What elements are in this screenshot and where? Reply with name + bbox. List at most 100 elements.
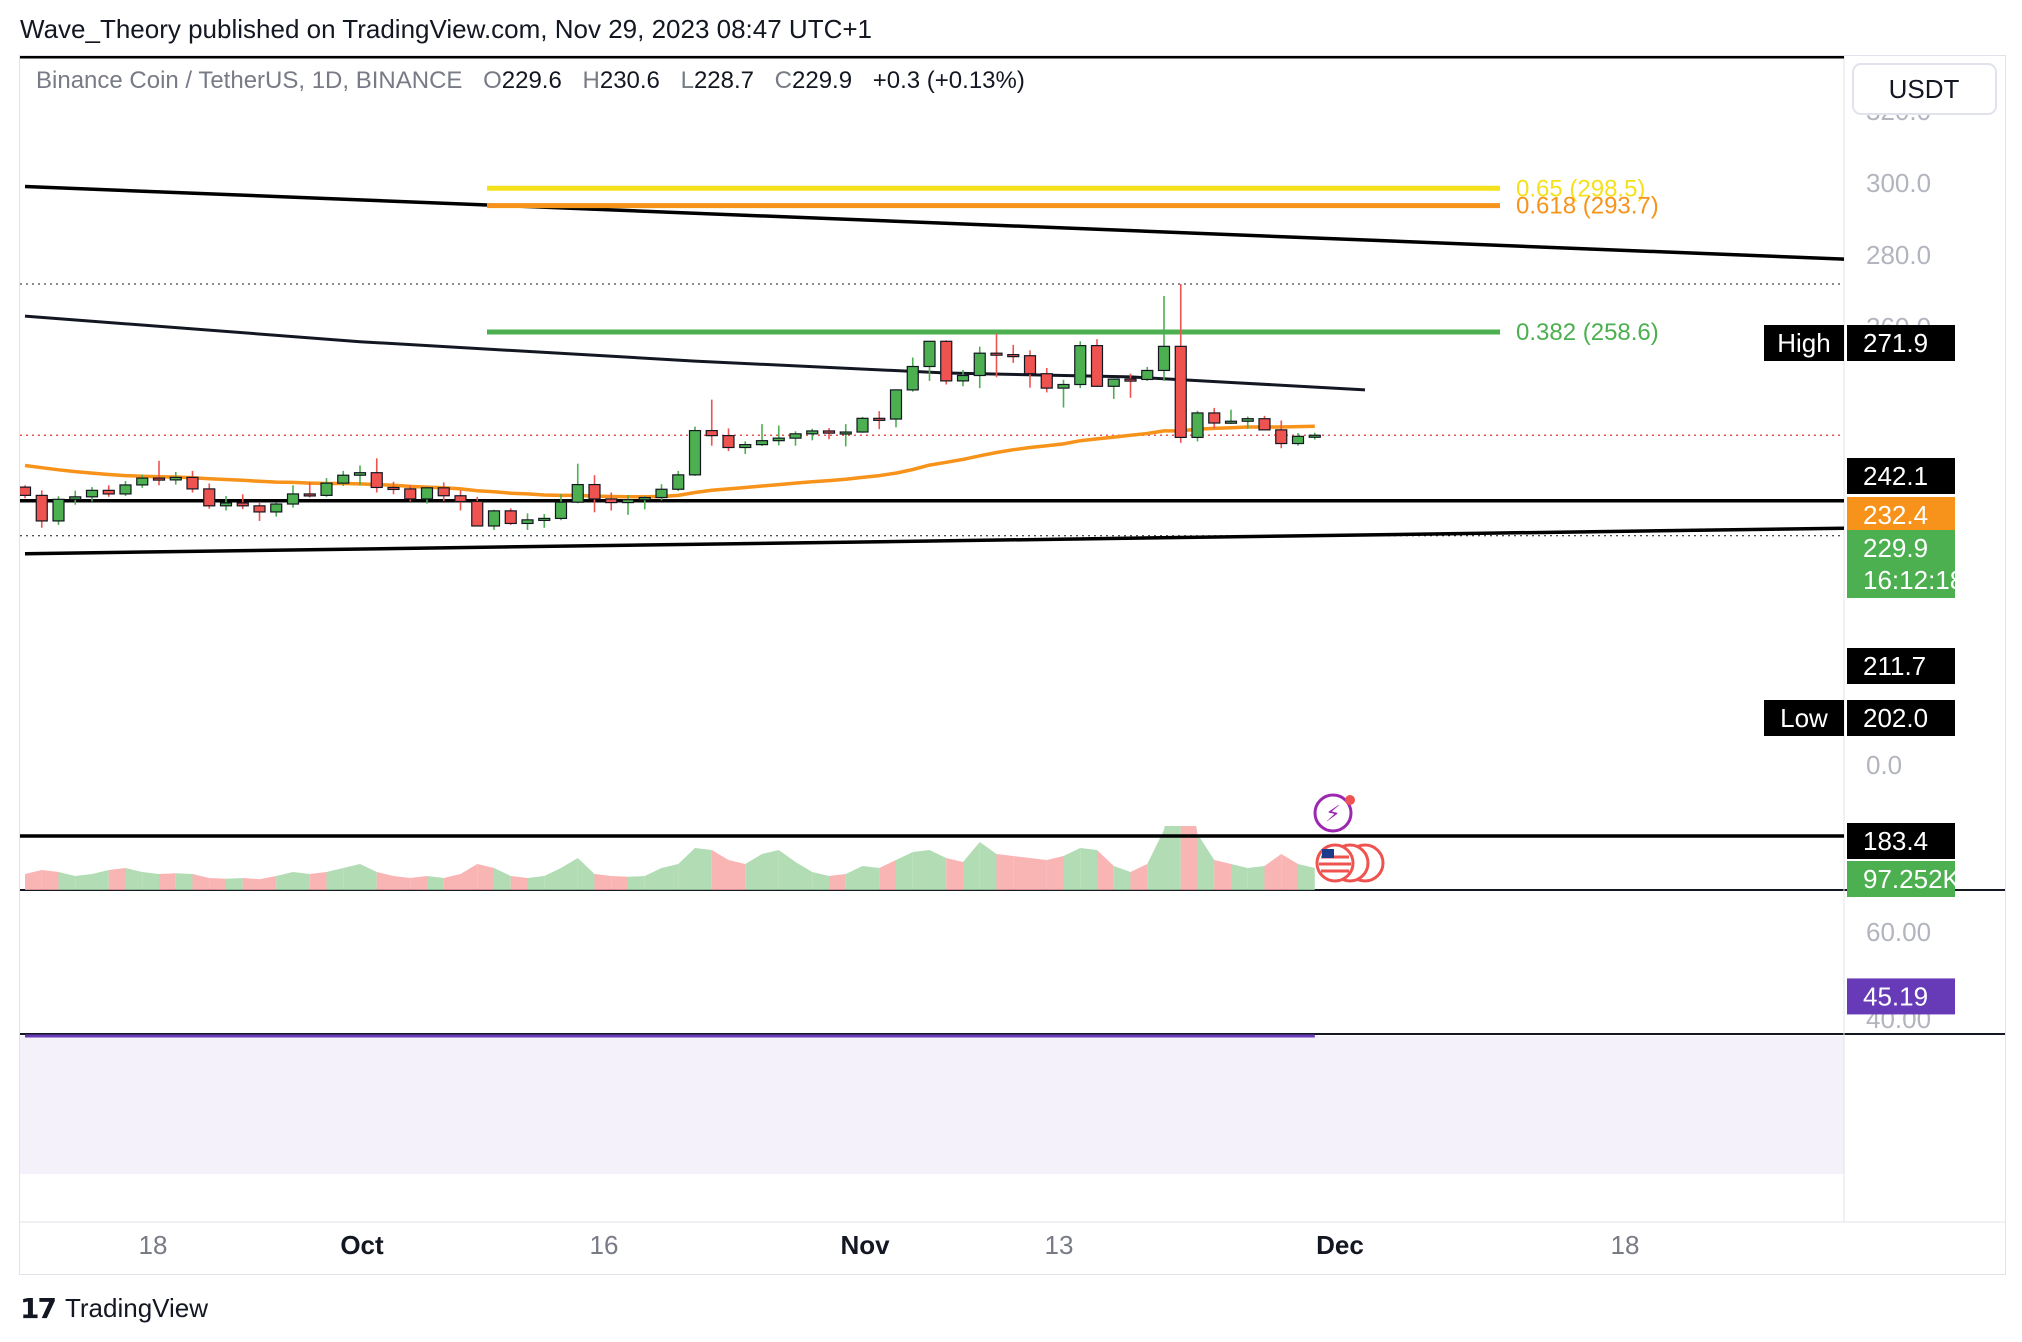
price-pane <box>20 56 1844 838</box>
earnings-event-icon[interactable] <box>1313 793 1353 833</box>
price-badge-value: 183.4 <box>1863 826 1928 856</box>
price-badge-value: 229.9 <box>1863 533 1928 563</box>
price-badge-bg <box>1847 648 1955 684</box>
candle-body <box>605 498 618 504</box>
candle-body <box>1224 420 1238 424</box>
macd-histogram-bar <box>822 764 836 766</box>
time-tick-label: 13 <box>1045 1230 1074 1260</box>
legend-high: 230.6 <box>600 67 660 94</box>
macd-histogram-bar <box>1308 765 1322 767</box>
price-badge-label: High <box>1777 328 1830 358</box>
candle-body <box>739 444 752 449</box>
price-badge-value: 211.7 <box>1863 651 1926 681</box>
candle-body <box>270 503 283 513</box>
volume-area-segment <box>443 874 461 890</box>
macd-histogram-bar <box>839 764 853 766</box>
macd-histogram-bar <box>85 765 99 767</box>
volume-area-segment <box>309 872 327 890</box>
events-icons[interactable]: ⚡ <box>1313 793 1385 883</box>
candle-body <box>571 483 584 503</box>
macd-histogram-bar <box>437 765 451 767</box>
volume-area-segment <box>494 868 511 890</box>
candle-body <box>119 484 132 495</box>
candle-body <box>1057 383 1070 389</box>
fib-labels: 0.65 (298.5)0.618 (293.7) 0.382 (258.6) <box>1516 175 1659 346</box>
currency-button[interactable]: USDT <box>1852 63 1997 115</box>
candle-body <box>1040 373 1053 389</box>
price-badge-value: 232.4 <box>1863 500 1928 530</box>
macd-histogram-bar <box>923 763 937 765</box>
volume-area-segment <box>276 872 293 890</box>
macd-histogram-bar <box>1258 765 1272 767</box>
tradingview-logo[interactable]: 17 TradingView <box>20 1290 208 1326</box>
volume-area-segment <box>745 854 762 890</box>
volume-area-segment <box>393 876 411 890</box>
price-badge-value: 271.9 <box>1863 328 1928 358</box>
volume-area-segment <box>376 872 394 890</box>
candle-body <box>169 476 182 481</box>
candle-body <box>1157 345 1171 372</box>
macd-histogram-bar <box>571 765 585 767</box>
macd-histogram-bar <box>470 765 484 767</box>
macd-histogram-bar <box>856 764 870 766</box>
macd-histogram-bar <box>621 765 635 767</box>
volume-area-segment <box>477 864 494 890</box>
volume-area-segment <box>661 864 679 890</box>
macd-histogram-bar <box>186 765 200 767</box>
volume-area-segment <box>259 876 277 890</box>
chart-legend[interactable]: Binance Coin / TetherUS, 1D, BINANCE O 22… <box>36 67 1025 94</box>
volume-area-segment <box>996 854 1014 890</box>
volume-area-segment <box>963 842 980 890</box>
volume-area-segment <box>142 872 159 890</box>
price-badge-label: Low <box>1780 703 1828 733</box>
macd-histogram-bar <box>1023 764 1037 766</box>
legend-high-label: H <box>583 67 600 94</box>
candle-body <box>940 340 953 382</box>
candle-body <box>102 489 115 495</box>
volume-area-segment <box>1214 860 1231 890</box>
rsi-band-background <box>20 1036 1844 1174</box>
legend-open-label: O <box>483 67 502 94</box>
volume-area-segment <box>711 850 729 890</box>
volume-area-segment <box>108 868 126 890</box>
price-tick-label: 280.0 <box>1866 240 1931 270</box>
macd-histogram-bar <box>554 765 568 767</box>
volume-area-segment <box>410 876 427 890</box>
macd-histogram-bar <box>52 765 66 767</box>
volume-area-segment <box>628 876 645 890</box>
candle-body <box>85 489 99 498</box>
candle-body <box>772 437 785 442</box>
volume-area-segment <box>1180 826 1198 890</box>
macd-histogram-bar <box>253 765 267 767</box>
price-badge-bg <box>1847 458 1955 494</box>
tradingview-brand: TradingView <box>64 1292 209 1323</box>
volume-area-segment <box>75 874 92 890</box>
macd-histogram-bar <box>169 765 183 767</box>
macd-histogram-bar <box>1073 765 1087 767</box>
macd-histogram-bar <box>906 763 920 765</box>
macd-histogram-bar <box>20 765 32 767</box>
macd-histogram-bar <box>671 764 685 766</box>
time-tick-label: Oct <box>340 1230 384 1260</box>
volume-area-segment <box>175 873 193 890</box>
macd-histogram-bar <box>973 763 987 765</box>
volume-area-segment <box>1130 864 1148 890</box>
volume-area-segment <box>896 852 913 890</box>
legend-low: 228.7 <box>694 67 754 94</box>
candle-body <box>588 483 601 500</box>
chart-canvas[interactable]: 0.65 (298.5)0.618 (293.7) 0.382 (258.6) 3… <box>20 56 2005 1274</box>
candle-body <box>856 417 869 433</box>
time-tick-label: Dec <box>1316 1230 1364 1260</box>
volume-area-segment <box>242 878 260 890</box>
macd-signal-line <box>25 758 1315 766</box>
ema50-line <box>24 424 1315 499</box>
tradingview-logo-icon: 17 <box>20 1291 57 1325</box>
legend-symbol[interactable]: Binance Coin / TetherUS, 1D, BINANCE <box>36 67 462 94</box>
macd-histogram-bar <box>738 764 752 766</box>
volume-area-segment <box>226 878 243 890</box>
legend-close-label: C <box>775 67 792 94</box>
candle-body <box>839 431 852 435</box>
chart-frame[interactable]: 0.65 (298.5) 0.618 (293.7) 0.382 (258.6) 3… <box>19 55 2006 1275</box>
candle-body <box>655 488 668 499</box>
macd-histogram-bar <box>1124 765 1138 767</box>
